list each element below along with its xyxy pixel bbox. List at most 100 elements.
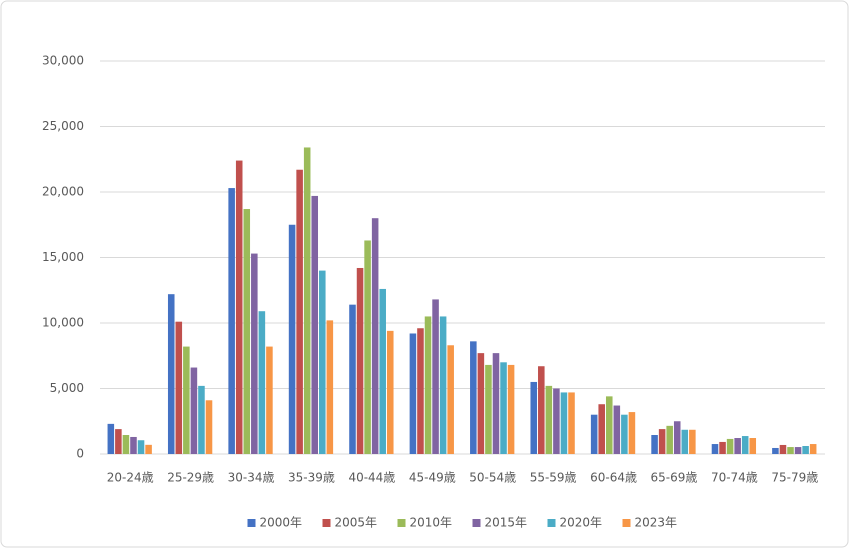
bar: [167, 294, 175, 454]
legend-swatch: [397, 519, 406, 527]
bar: [545, 385, 553, 454]
y-tick-label: 10,000: [42, 316, 84, 330]
bar: [749, 438, 757, 454]
bar: [628, 412, 636, 454]
bar: [492, 353, 500, 454]
x-tick-label: 70-74歳: [711, 471, 758, 485]
bar: [787, 447, 794, 454]
legend-label: 2015年: [485, 516, 528, 530]
bar: [235, 160, 243, 454]
bar: [364, 240, 371, 454]
bar: [198, 385, 205, 454]
y-tick-label: 25,000: [42, 119, 84, 133]
legend-label: 2010年: [410, 516, 453, 530]
bar: [507, 364, 515, 454]
bar: [485, 364, 492, 454]
bar: [598, 404, 605, 454]
bar: [470, 341, 477, 454]
bar: [175, 321, 183, 454]
bar: [726, 438, 734, 454]
legend-swatch: [247, 519, 256, 527]
bar: [349, 304, 356, 454]
bar: [326, 320, 334, 454]
x-tick-label: 65-69歳: [651, 471, 698, 485]
legend-label: 2005年: [335, 516, 378, 530]
bar: [417, 328, 424, 454]
bar: [809, 444, 817, 454]
y-tick-label: 0: [76, 447, 84, 461]
x-tick-label: 55-59歳: [530, 471, 577, 485]
bar: [356, 267, 364, 454]
bar: [477, 353, 485, 454]
x-tick-label: 75-79歳: [771, 471, 818, 485]
bar: [500, 362, 507, 454]
bar: [538, 366, 545, 454]
legend-label: 2023年: [635, 516, 678, 530]
bar: [303, 147, 311, 454]
legend-swatch: [322, 519, 331, 527]
bar: [432, 299, 439, 454]
legend-swatch: [472, 519, 481, 527]
bar: [130, 436, 137, 454]
bar: [741, 436, 749, 454]
bar: [319, 270, 326, 454]
bar: [258, 311, 266, 454]
bar: [651, 435, 658, 454]
bar: [371, 218, 379, 454]
bar: [711, 444, 719, 454]
bar: [681, 429, 689, 454]
y-tick-label: 30,000: [42, 54, 84, 68]
legend-label: 2000年: [260, 516, 303, 530]
bar: [409, 333, 417, 454]
bar: [183, 346, 190, 454]
bar: [296, 169, 303, 455]
bar: [568, 392, 575, 454]
bar: [658, 429, 666, 454]
x-tick-label: 20-24歳: [107, 471, 154, 485]
bar: [266, 346, 273, 454]
bar: [605, 396, 613, 454]
bar: [190, 367, 198, 454]
bar: [243, 209, 251, 454]
bar: [122, 435, 130, 454]
bar: [621, 414, 628, 454]
y-tick-label: 5,000: [50, 381, 84, 395]
legend-swatch: [547, 519, 556, 527]
bar: [673, 421, 681, 454]
bar: [447, 345, 454, 454]
x-tick-label: 45-49歳: [409, 471, 456, 485]
bar: [734, 438, 741, 454]
bar: [107, 423, 115, 454]
bar: [424, 316, 432, 454]
x-tick-label: 60-64歳: [590, 471, 637, 485]
bar: [137, 440, 145, 454]
bar: [553, 388, 560, 454]
legend-swatch: [622, 519, 631, 527]
x-tick-label: 50-54歳: [469, 471, 516, 485]
bar: [666, 425, 673, 454]
bar: [311, 195, 319, 454]
x-tick-label: 40-44歳: [348, 471, 395, 485]
bar: [228, 188, 235, 454]
bar: [530, 381, 538, 454]
bar: [288, 224, 296, 454]
bar: [205, 400, 213, 454]
bar: [719, 441, 726, 454]
bar: [689, 429, 696, 454]
x-tick-label: 35-39歳: [288, 471, 335, 485]
bar: [794, 447, 802, 454]
bar: [802, 446, 809, 454]
bar: [779, 444, 787, 454]
x-tick-label: 25-29歳: [167, 471, 214, 485]
bar: [439, 316, 447, 454]
bar: [386, 330, 394, 454]
bar: [379, 288, 386, 454]
y-tick-label: 15,000: [42, 250, 84, 264]
bar: [590, 414, 598, 454]
legend-label: 2020年: [560, 516, 603, 530]
bar: [251, 253, 258, 454]
bar: [772, 447, 779, 454]
